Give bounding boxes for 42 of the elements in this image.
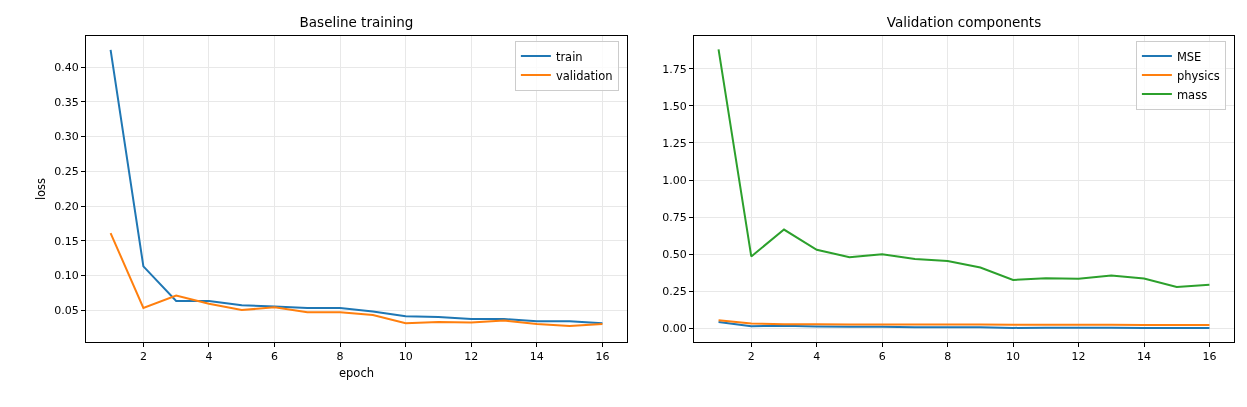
y-tick-label: 1.25 [662,136,687,150]
y-tick-label: 0.05 [54,303,79,317]
legend-label: validation [555,68,613,83]
x-tick-label: 8 [336,350,344,364]
legend-label: physics [1176,68,1220,83]
x-tick-label: 4 [813,350,821,364]
y-tick-label: 0.35 [54,95,79,109]
y-tick-label: 1.00 [662,173,687,187]
x-tick-label: 4 [205,350,213,364]
y-tick-label: 0.25 [662,285,687,299]
x-tick-label: 14 [1137,350,1151,364]
x-tick-label: 16 [595,350,610,364]
y-tick-label: 1.50 [662,99,687,113]
y-tick-label: 0.20 [54,199,79,213]
x-axis-title: epoch [338,365,375,380]
x-tick-label: 2 [139,350,147,364]
x-tick-label: 12 [464,350,479,364]
y-tick-label: 1.75 [662,62,687,76]
line-series [109,232,604,328]
x-tick-label: 6 [271,350,279,364]
x-tick-label: 6 [878,350,886,364]
y-tick-label: 0.15 [54,234,79,248]
y-axis-title: loss [33,177,48,201]
x-tick-label: 10 [398,350,413,364]
y-tick-label: 0.10 [54,269,79,283]
x-tick-label: 14 [529,350,544,364]
y-tick-label: 0.40 [54,61,79,75]
legend-label: train [555,49,583,64]
legend-label: mass [1176,87,1208,102]
chart-title: Baseline training [299,13,414,30]
y-tick-label: 0.00 [662,322,687,336]
y-tick-label: 0.25 [54,165,79,179]
x-tick-label: 16 [1202,350,1217,364]
x-tick-label: 10 [1006,350,1021,364]
x-tick-label: 8 [944,350,952,364]
chart-title: Validation components [886,13,1042,30]
y-tick-label: 0.50 [662,248,687,262]
legend-label: MSE [1176,49,1202,64]
y-tick-label: 0.75 [662,211,687,225]
y-tick-label: 0.30 [54,130,79,144]
x-tick-label: 12 [1071,350,1086,364]
x-tick-label: 2 [747,350,755,364]
